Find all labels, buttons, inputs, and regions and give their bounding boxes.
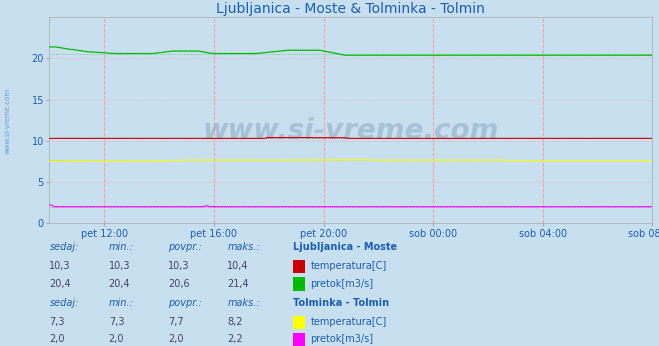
Text: 2,0: 2,0 [49, 334, 65, 344]
Text: min.:: min.: [109, 242, 134, 252]
Text: pretok[m3/s]: pretok[m3/s] [310, 334, 374, 344]
Text: www.si-vreme.com: www.si-vreme.com [5, 88, 11, 154]
Text: Tolminka - Tolmin: Tolminka - Tolmin [293, 298, 389, 308]
Text: 7,7: 7,7 [168, 317, 184, 327]
Text: 7,3: 7,3 [49, 317, 65, 327]
Text: sedaj:: sedaj: [49, 242, 79, 252]
Text: maks.:: maks.: [227, 242, 260, 252]
Text: temperatura[C]: temperatura[C] [310, 317, 387, 327]
Text: min.:: min.: [109, 298, 134, 308]
Text: temperatura[C]: temperatura[C] [310, 261, 387, 271]
Text: 20,4: 20,4 [49, 279, 71, 289]
Text: www.si-vreme.com: www.si-vreme.com [203, 117, 499, 145]
Text: 2,0: 2,0 [109, 334, 125, 344]
Text: 10,3: 10,3 [109, 261, 130, 271]
Text: povpr.:: povpr.: [168, 242, 202, 252]
Text: 8,2: 8,2 [227, 317, 243, 327]
Text: 2,2: 2,2 [227, 334, 243, 344]
Text: 2,0: 2,0 [168, 334, 184, 344]
Text: 20,6: 20,6 [168, 279, 190, 289]
Text: 21,4: 21,4 [227, 279, 249, 289]
Text: pretok[m3/s]: pretok[m3/s] [310, 279, 374, 289]
Text: povpr.:: povpr.: [168, 298, 202, 308]
Text: 7,3: 7,3 [109, 317, 125, 327]
Text: Ljubljanica - Moste: Ljubljanica - Moste [293, 242, 397, 252]
Text: 20,4: 20,4 [109, 279, 130, 289]
Text: 10,3: 10,3 [168, 261, 190, 271]
Title: Ljubljanica - Moste & Tolminka - Tolmin: Ljubljanica - Moste & Tolminka - Tolmin [216, 2, 486, 16]
Text: 10,4: 10,4 [227, 261, 249, 271]
Text: 10,3: 10,3 [49, 261, 71, 271]
Text: sedaj:: sedaj: [49, 298, 79, 308]
Text: maks.:: maks.: [227, 298, 260, 308]
